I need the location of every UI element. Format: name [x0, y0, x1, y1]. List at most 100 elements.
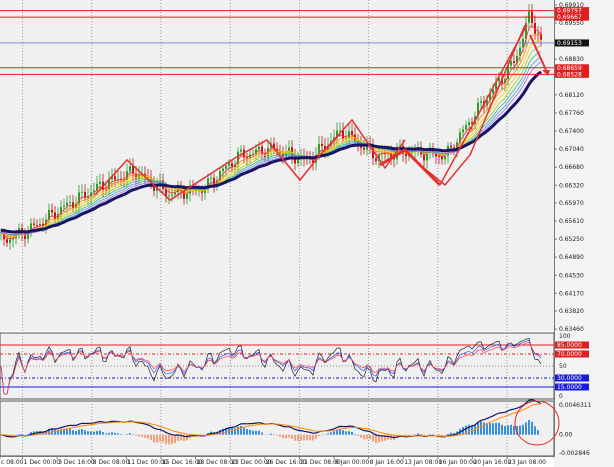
macd-tick-label: -0.002846 [559, 450, 590, 457]
macd-histogram-bar [456, 431, 458, 435]
candle-body [132, 166, 134, 174]
level-tag-label: 0.69667 [557, 14, 582, 21]
macd-histogram-bar [450, 432, 452, 435]
macd-histogram-bar [141, 434, 143, 437]
rsi-tick-label: 100 [559, 333, 571, 340]
macd-histogram-bar [441, 434, 443, 437]
price-tick-label: 0.64890 [559, 254, 584, 261]
candle-body [255, 149, 257, 154]
time-label: 23 Dec 00:00 [231, 459, 272, 466]
candle-body [366, 143, 368, 150]
candle-body [57, 214, 59, 220]
macd-histogram-bar [519, 425, 521, 435]
arrow-drawing [379, 148, 442, 187]
candle-body [93, 190, 95, 193]
macd-histogram-bar [69, 428, 71, 435]
candle-body [225, 165, 227, 169]
rsi-level-label: 70.0000 [557, 351, 582, 358]
rsi-level-label: 15.0000 [557, 384, 582, 391]
macd-histogram-bar [309, 434, 311, 441]
macd-histogram-bar [327, 433, 329, 435]
macd-histogram-bar [285, 434, 287, 439]
macd-histogram-bar [147, 434, 149, 439]
macd-histogram-bar [84, 430, 86, 435]
macd-histogram-bar [489, 423, 491, 435]
macd-histogram-bar [111, 432, 113, 435]
macd-histogram-bar [465, 425, 467, 435]
time-label: 8 Dec 08:00 [93, 459, 130, 466]
level-tag [555, 64, 589, 72]
candle-body [372, 146, 374, 159]
candle-body [393, 157, 395, 160]
macd-histogram-bar [45, 430, 47, 435]
macd-histogram-bar [429, 434, 431, 435]
macd-histogram-bar [447, 433, 449, 435]
candle-body [516, 56, 518, 64]
macd-histogram-bar [300, 434, 302, 441]
macd-histogram-bar [180, 434, 182, 441]
macd-histogram-bar [537, 430, 539, 435]
level-tag-label: 0.69797 [557, 8, 582, 15]
candle-body [33, 223, 35, 226]
macd-histogram-bar [468, 424, 470, 435]
macd-histogram-bar [384, 434, 386, 441]
candle-body [510, 61, 512, 66]
macd-histogram-bar [405, 434, 407, 437]
candle-body [81, 191, 83, 193]
macd-histogram-bar [129, 433, 131, 435]
macd-histogram-bar [348, 431, 350, 435]
macd-histogram-bar [378, 434, 380, 443]
macd-histogram-bar [354, 434, 356, 435]
time-label: 6 Jan 00:00 [335, 459, 369, 466]
macd-histogram-bar [90, 431, 92, 435]
macd-histogram-bar [255, 430, 257, 435]
macd-histogram-bar [513, 425, 515, 435]
macd-histogram-bar [159, 434, 161, 442]
time-label: 3 Dec 16:00 [58, 459, 95, 466]
candle-body [66, 202, 68, 206]
macd-histogram-bar [318, 434, 320, 437]
macd-histogram-bar [219, 430, 221, 435]
price-tick-label: 0.66320 [559, 182, 584, 189]
time-label: 16 Jan 00:00 [439, 459, 477, 466]
candle-body [273, 143, 275, 149]
price-tick-label: 0.64530 [559, 272, 584, 279]
ma-line [0, 34, 542, 238]
candle-body [51, 209, 53, 213]
candle-body [489, 93, 491, 101]
ma-line [0, 61, 542, 235]
macd-histogram-bar [276, 434, 278, 436]
macd-histogram-bar [315, 434, 317, 440]
macd-histogram-bar [174, 434, 176, 444]
macd-histogram-bar [312, 434, 314, 441]
macd-histogram-bar [444, 434, 446, 436]
macd-histogram-bar [402, 434, 404, 436]
candle-body [537, 33, 539, 35]
candle-body [183, 191, 185, 199]
candle-body [54, 212, 56, 220]
candle-body [96, 183, 98, 191]
candle-body [465, 125, 467, 130]
macd-histogram-bar [249, 429, 251, 435]
price-tick-label: 0.63820 [559, 308, 584, 315]
macd-histogram-bar [57, 429, 59, 435]
rsi-line [0, 339, 542, 395]
candle-body [69, 202, 71, 204]
macd-histogram-bar [498, 422, 500, 435]
macd-histogram-bar [153, 434, 155, 443]
candle-body [6, 239, 8, 243]
macd-histogram-bar [138, 434, 140, 437]
macd-histogram-bar [225, 427, 227, 435]
rsi-tick-label: 0 [559, 393, 563, 400]
time-label: 8 Jan 16:00 [370, 459, 404, 466]
candle-body [495, 81, 497, 90]
candle-body [294, 155, 296, 164]
candle-body [525, 22, 527, 39]
time-label: c 08:00 [1, 459, 24, 466]
candle-body [354, 134, 356, 142]
candle-body [111, 176, 113, 180]
candle-body [438, 156, 440, 158]
macd-histogram-bar [99, 430, 101, 435]
candle-body [138, 174, 140, 179]
